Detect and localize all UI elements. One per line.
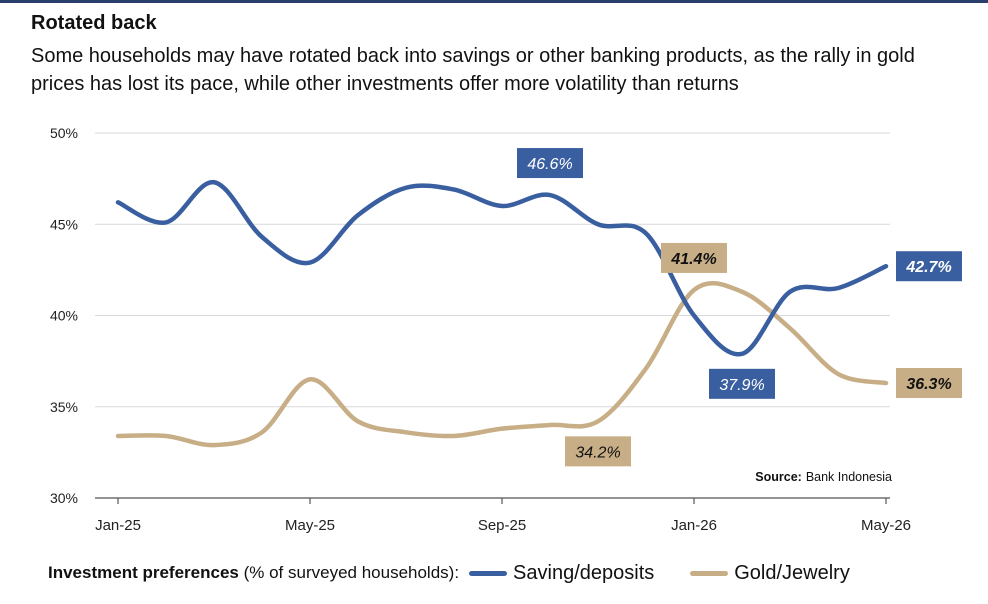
data-label-box (661, 242, 727, 273)
data-label-box (517, 148, 583, 179)
source-label: Source: (755, 470, 802, 484)
legend-swatch-gold (690, 570, 729, 576)
x-tick-label: Sep-25 (478, 517, 526, 534)
data-label-text: 34.2% (575, 444, 620, 461)
x-tick-label: May-26 (861, 517, 911, 534)
data-label-saving: 37.9% (709, 368, 775, 399)
data-labels: 46.6% 37.9% 42.7% 41.4% 34.2% 36.3% (517, 148, 962, 467)
legend-lead-rest: (% of surveyed households): (238, 563, 460, 582)
legend-swatch-saving (469, 570, 508, 576)
series-line-saving (115, 180, 889, 357)
source-text: Bank Indonesia (806, 470, 892, 484)
top-rule (0, 0, 988, 3)
x-tick-label: Jan-25 (95, 517, 141, 534)
y-tick-label: 35% (50, 399, 78, 415)
data-label-box (565, 436, 631, 467)
legend-label-gold: Gold/Jewelry (734, 561, 850, 584)
data-label-box (709, 368, 775, 399)
data-label-gold: 36.3% (896, 368, 962, 399)
data-label-gold: 34.2% (565, 436, 631, 467)
x-tick-label: May-25 (285, 517, 335, 534)
data-label-text: 36.3% (906, 376, 951, 393)
x-axis: Jan-25 May-25 Sep-25 Jan-26 May-26 (95, 497, 911, 534)
legend: Investment preferences (% of surveyed ho… (48, 560, 850, 586)
chart-subtitle: Some households may have rotated back in… (31, 45, 915, 95)
y-tick-label: 50% (50, 125, 78, 141)
data-label-box (896, 368, 962, 399)
y-axis-tick-labels: 30% 35% 40% 45% 50% (50, 125, 78, 506)
data-label-box (896, 251, 962, 282)
legend-label-saving: Saving/deposits (513, 561, 655, 584)
legend-lead: Investment preferences (% of surveyed ho… (48, 563, 459, 583)
source-note: Source: Bank Indonesia (755, 470, 892, 484)
y-tick-label: 45% (50, 216, 78, 232)
data-label-text: 46.6% (527, 156, 572, 173)
data-label-gold: 41.4% (661, 242, 727, 273)
line-chart: 30% 35% 40% 45% 50% Jan-25 May-25 Sep-25 Jan-26… (50, 125, 962, 534)
chart-title: Rotated back (31, 12, 157, 34)
series-lines (115, 180, 889, 448)
y-tick-label: 40% (50, 308, 78, 324)
grid-lines (95, 132, 890, 408)
y-tick-label: 30% (50, 490, 78, 506)
data-label-text: 42.7% (905, 259, 951, 276)
data-label-text: 37.9% (719, 377, 764, 394)
data-label-saving: 42.7% (896, 251, 962, 282)
data-label-text: 41.4% (670, 251, 716, 268)
data-label-saving: 46.6% (517, 148, 583, 179)
series-line-gold (115, 280, 889, 448)
x-tick-label: Jan-26 (671, 517, 717, 534)
legend-lead-bold: Investment preferences (48, 563, 239, 582)
